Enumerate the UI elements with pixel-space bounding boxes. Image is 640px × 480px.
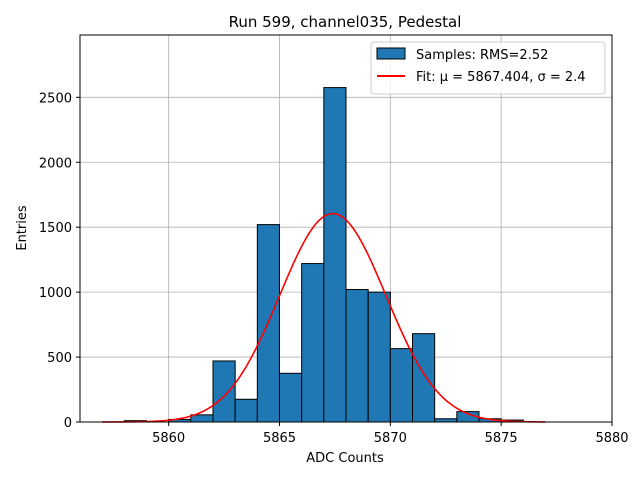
legend-histogram-label: Samples: RMS=2.52 bbox=[416, 48, 548, 63]
legend: Samples: RMS=2.52 Fit: μ = 5867.404, σ =… bbox=[370, 41, 606, 95]
histogram-bar bbox=[190, 414, 214, 423]
legend-histogram-swatch bbox=[376, 47, 406, 60]
y-tick-label: 2500 bbox=[39, 91, 72, 106]
y-tick-label: 1000 bbox=[39, 286, 72, 301]
y-axis-label: Entries bbox=[15, 205, 30, 251]
histogram-bars bbox=[123, 87, 524, 423]
x-tick-label: 5865 bbox=[263, 431, 296, 446]
histogram-bar bbox=[279, 372, 303, 423]
histogram-bar bbox=[301, 263, 325, 423]
y-tick-label: 2000 bbox=[39, 156, 72, 171]
y-tick-label: 0 bbox=[64, 416, 72, 431]
histogram-bar bbox=[234, 398, 258, 423]
x-axis-label: ADC Counts bbox=[306, 451, 384, 466]
fit-curve-layer bbox=[102, 212, 546, 423]
y-tick-label: 1500 bbox=[39, 221, 72, 236]
x-tick-label: 5870 bbox=[374, 431, 407, 446]
x-tick-label: 5880 bbox=[595, 431, 628, 446]
legend-fit-label: Fit: μ = 5867.404, σ = 2.4 bbox=[416, 70, 586, 85]
histogram-bar bbox=[345, 289, 369, 423]
plot-frame bbox=[79, 34, 613, 423]
x-tick-label: 5860 bbox=[152, 431, 185, 446]
histogram-bar bbox=[367, 291, 391, 423]
y-axis-ticks: 0 500 1000 1500 2000 2500 bbox=[39, 91, 80, 431]
chart-title: Run 599, channel035, Pedestal bbox=[229, 13, 462, 31]
histogram-bar bbox=[323, 87, 347, 423]
histogram-bar bbox=[389, 348, 414, 423]
histogram-bar bbox=[412, 333, 436, 423]
x-tick-label: 5875 bbox=[485, 431, 518, 446]
histogram-bar bbox=[212, 360, 236, 423]
fit-curve bbox=[102, 212, 546, 423]
legend-box bbox=[370, 41, 606, 95]
x-axis-ticks: 5860 5865 5870 5875 5880 bbox=[152, 422, 629, 446]
y-tick-label: 500 bbox=[47, 351, 72, 366]
